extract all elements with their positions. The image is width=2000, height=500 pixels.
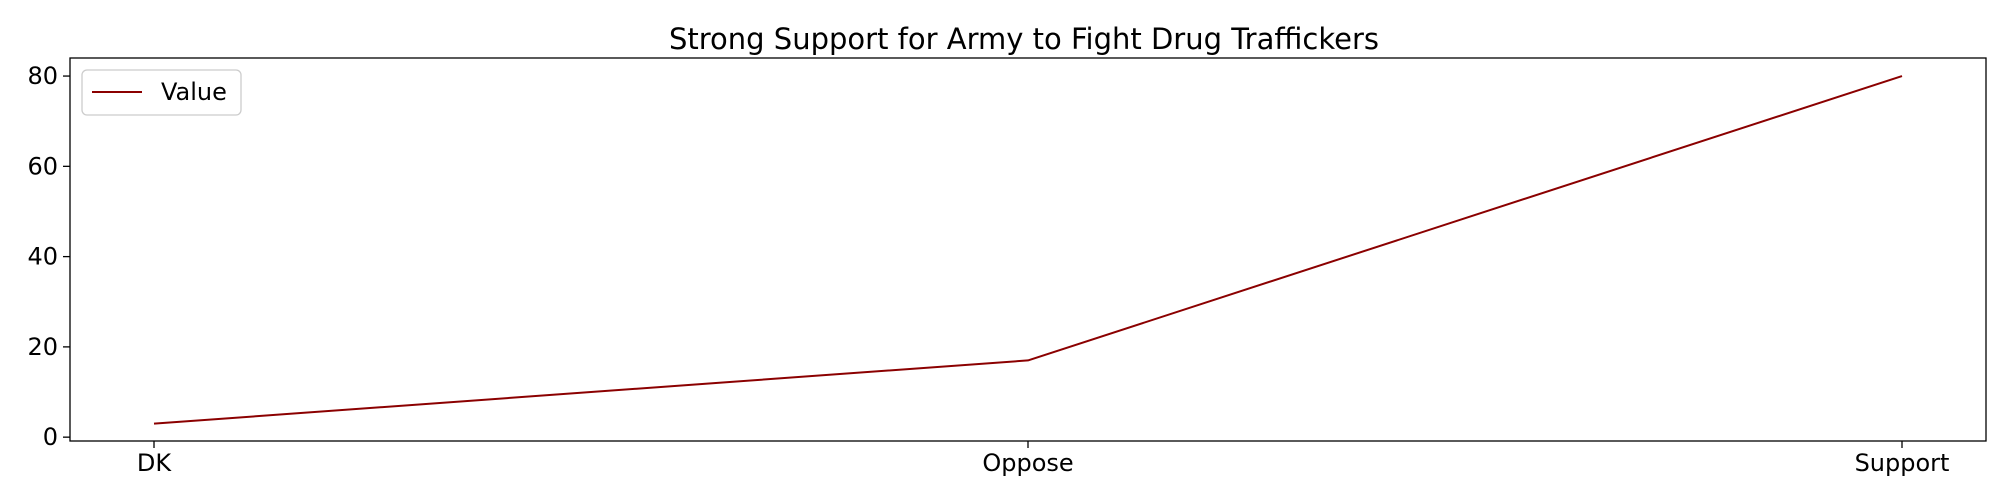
x-tick-label: DK (137, 449, 172, 477)
x-tick-label: Support (1855, 449, 1950, 477)
y-tick-label: 20 (27, 333, 58, 361)
series-layer (153, 75, 1903, 425)
y-tick-label: 60 (27, 152, 58, 180)
y-tick-label: 80 (27, 62, 58, 90)
plot-frame (69, 57, 1987, 442)
series-line (153, 75, 1903, 425)
chart-title: Strong Support for Army to Fight Drug Tr… (669, 22, 1379, 56)
x-axis: DK Oppose Support (137, 441, 1950, 477)
y-axis: 0 20 40 60 80 (27, 62, 70, 451)
y-tick-label: 0 (43, 423, 58, 451)
legend: Value (81, 69, 242, 116)
legend-label: Value (161, 78, 227, 106)
y-tick-label: 40 (27, 243, 58, 271)
x-tick-label: Oppose (982, 449, 1073, 477)
legend-box (81, 69, 242, 116)
